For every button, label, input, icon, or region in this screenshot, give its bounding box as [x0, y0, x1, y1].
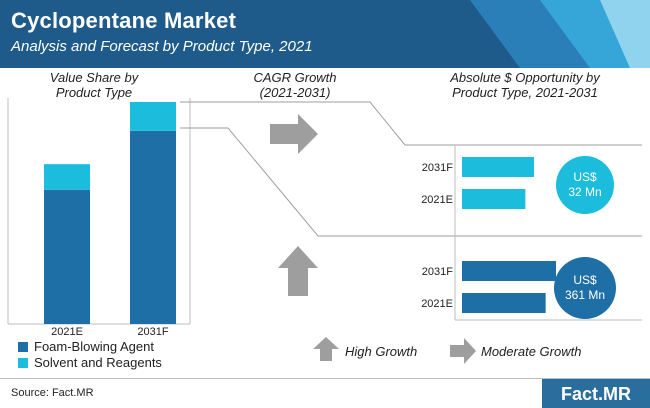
tick-label-2021e: 2021E [51, 326, 83, 338]
legend-item-solvent: Solvent and Reagents [18, 355, 162, 370]
bar-solvent-2031f [130, 102, 176, 131]
chart-canvas: 2021E 2031F 2031F 2021E 2031F 2021E [7, 98, 642, 364]
moderate-growth-label: Moderate Growth [481, 344, 582, 359]
hbar-label-solvent-2031f: 2031F [422, 162, 453, 174]
page-title: Cyclopentane Market [11, 8, 237, 33]
source-text: Source: Fact.MR [11, 387, 94, 399]
moderate-growth-legend-icon [450, 338, 476, 364]
connector-line-solvent [180, 101, 642, 146]
moderate-growth-arrow [270, 114, 318, 154]
header-stripe-3 [600, 0, 650, 68]
foam-opportunity-badge: US$ 361 Mn [554, 257, 616, 319]
hbar-foam-2031f [462, 261, 556, 281]
value-share-title: Value Share by Product Type [49, 70, 139, 100]
foam-badge-line2: 361 Mn [564, 288, 606, 302]
opportunity-title: Absolute $ Opportunity by Product Type, … [450, 70, 600, 100]
hbar-foam-2021e [462, 293, 546, 313]
high-growth-arrow [278, 246, 318, 296]
bar-solvent-2021e [44, 164, 90, 190]
tick-label-2031f: 2031F [137, 326, 168, 338]
hbar-solvent-2021e [462, 189, 526, 209]
high-growth-label: High Growth [345, 344, 418, 359]
connector-line-foam [180, 127, 642, 237]
chart-marks: 2021E 2031F 2031F 2021E 2031F 2021E [44, 102, 556, 338]
legend-swatch-foam [18, 341, 28, 352]
legend-swatch-solvent [18, 357, 28, 368]
header-background [0, 0, 650, 68]
hbar-solvent-2031f [462, 157, 534, 177]
bar-foam-2021e [44, 189, 90, 324]
hbar-label-foam-2021e: 2021E [421, 298, 453, 310]
page-subtitle: Analysis and Forecast by Product Type, 2… [11, 38, 313, 55]
cagr-title: CAGR Growth (2021-2031) [253, 70, 337, 100]
legend-item-foam: Foam-Blowing Agent [18, 339, 154, 354]
high-growth-legend-icon [313, 337, 339, 361]
hbar-label-foam-2031f: 2031F [422, 266, 453, 278]
factmr-logo: Fact.MR [542, 379, 650, 408]
solvent-badge-line1: US$ [573, 170, 597, 184]
bar-foam-2031f [130, 130, 176, 324]
header-banner: Cyclopentane Market Analysis and Forecas… [0, 0, 650, 68]
footer: Source: Fact.MR Fact.MR [0, 378, 650, 408]
solvent-opportunity-badge: US$ 32 Mn [556, 156, 614, 214]
legend-label-foam: Foam-Blowing Agent [34, 339, 154, 354]
legend-label-solvent: Solvent and Reagents [34, 355, 162, 370]
foam-badge-line1: US$ [573, 273, 597, 287]
hbar-label-solvent-2021e: 2021E [421, 194, 453, 206]
solvent-badge-line2: 32 Mn [568, 185, 602, 199]
